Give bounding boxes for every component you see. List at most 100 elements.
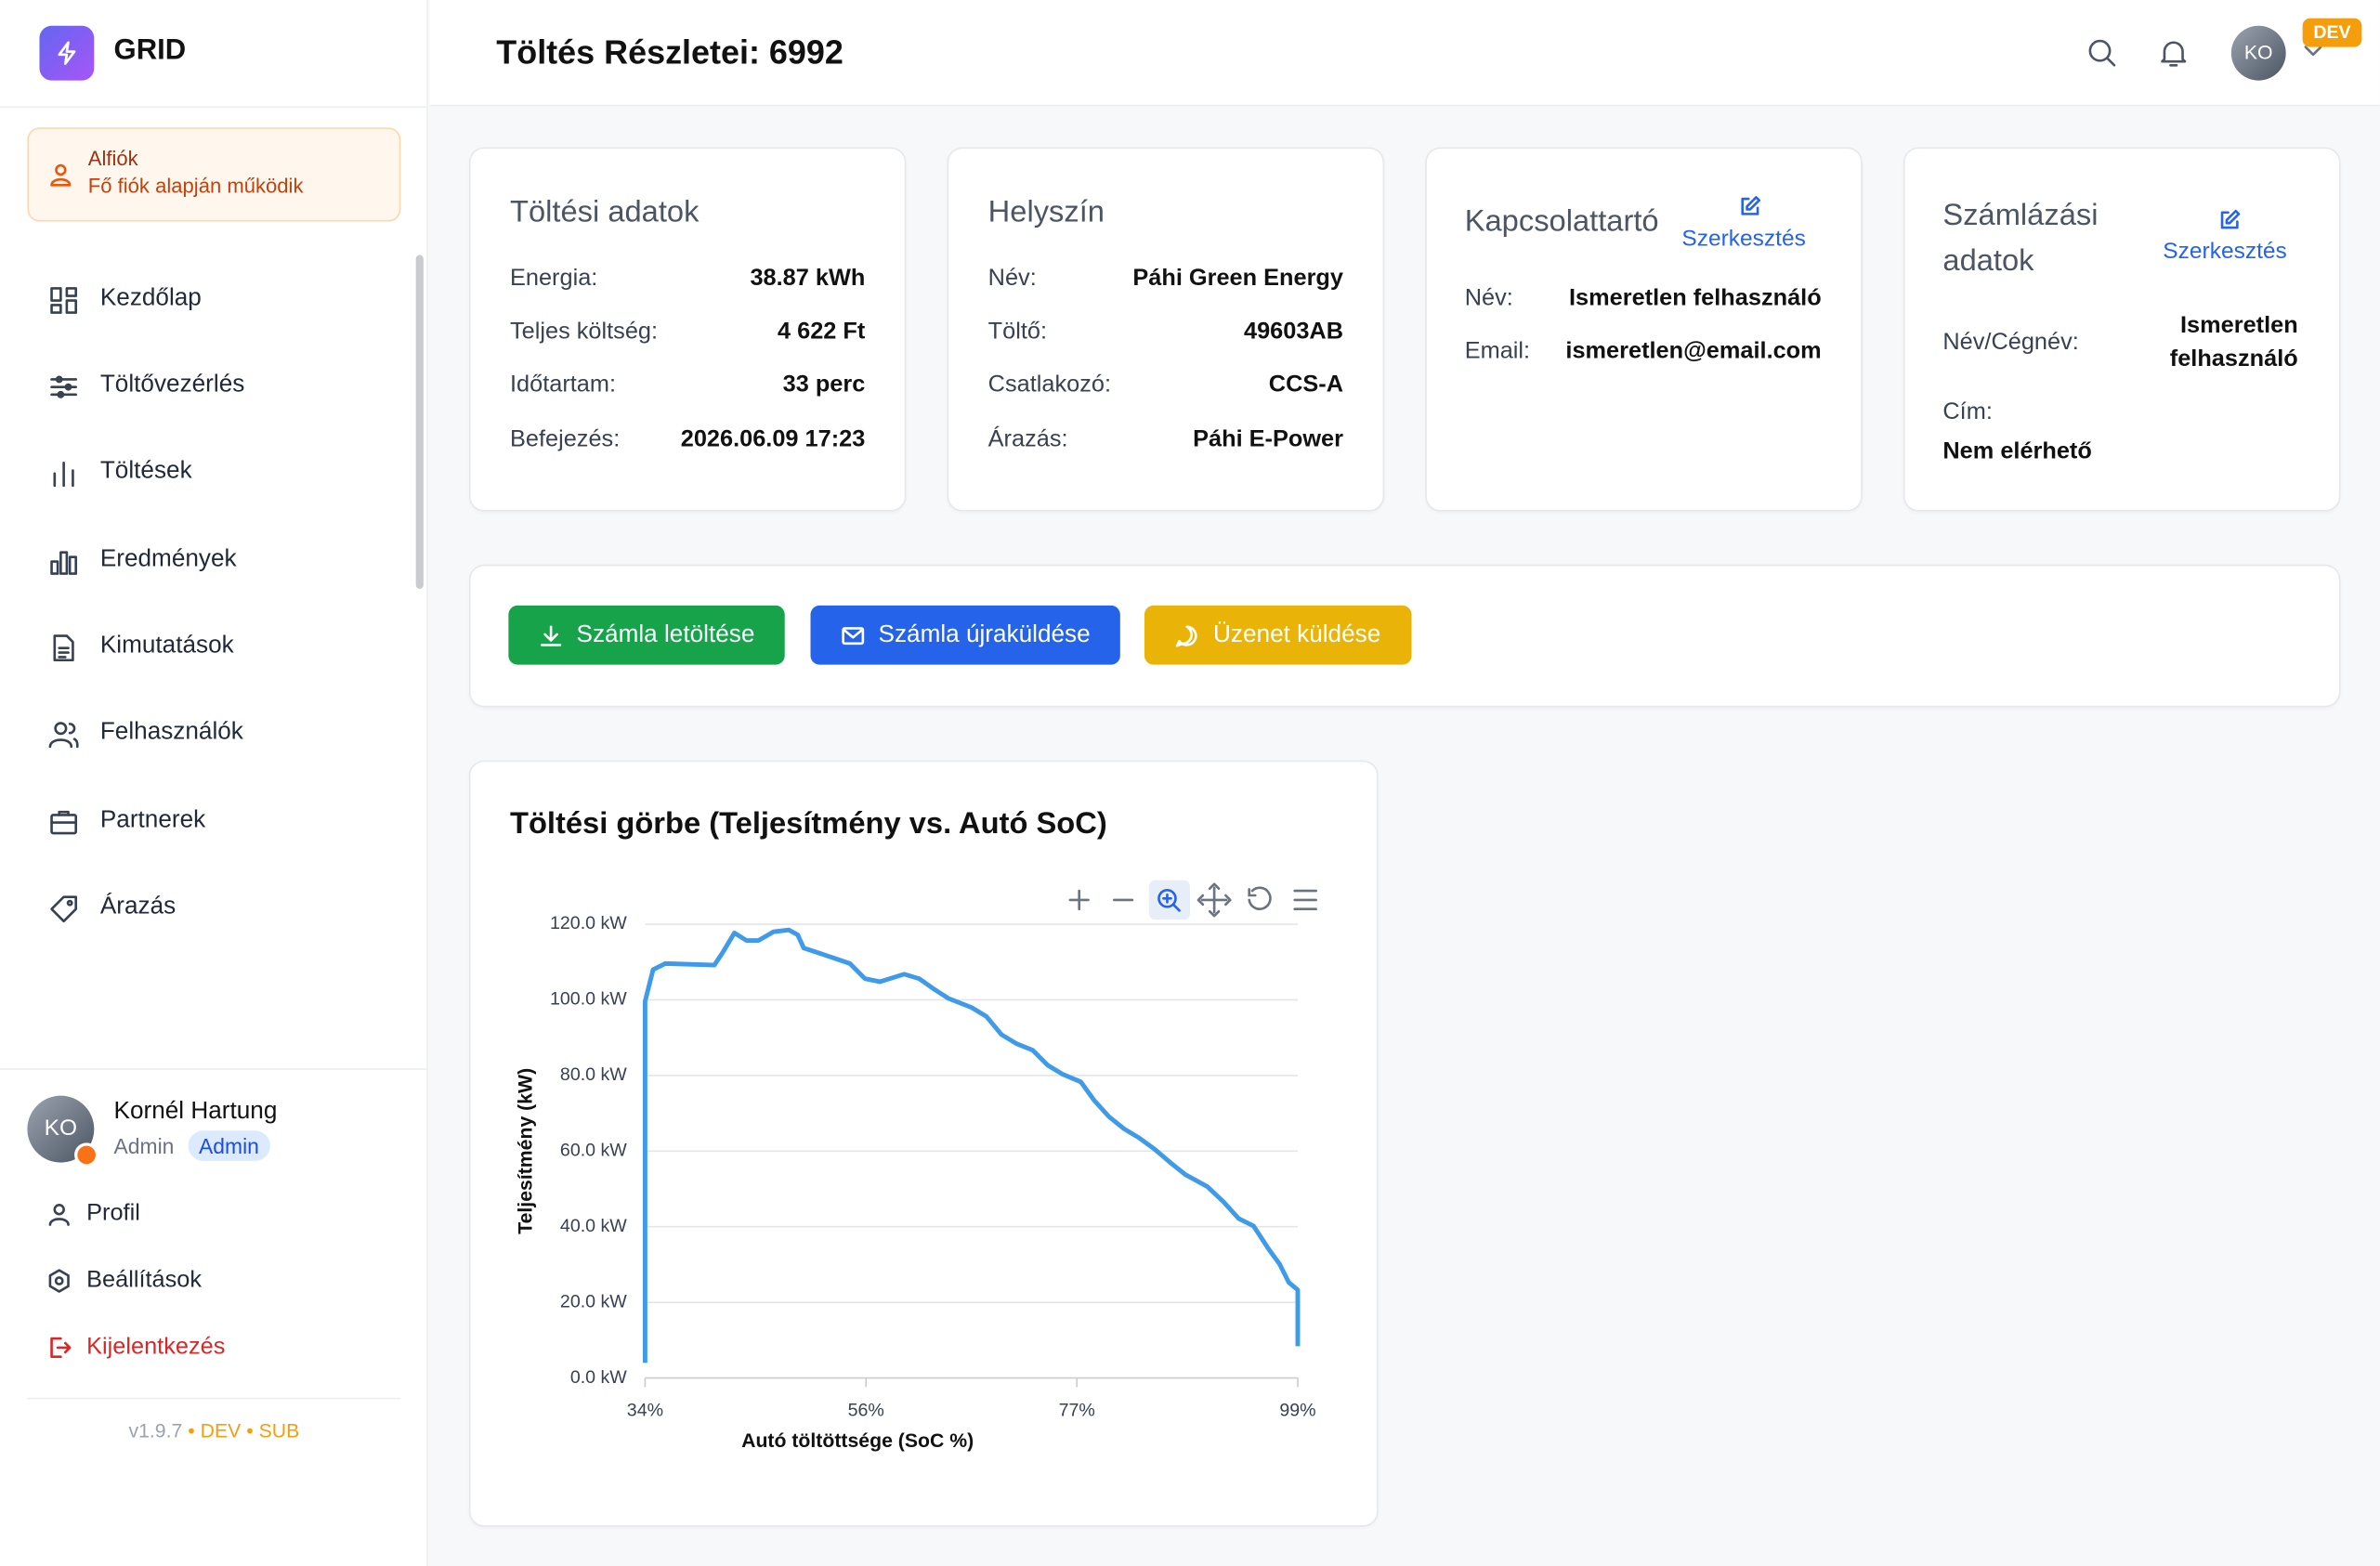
zoom-in-tool[interactable] (1068, 889, 1090, 911)
edit-icon[interactable] (1739, 196, 1760, 217)
nav-icon (50, 895, 78, 923)
role-badge: Admin (188, 1130, 270, 1161)
chart-title: Töltési görbe (Teljesítmény vs. Autó SoC… (509, 807, 1107, 842)
path-part (50, 1337, 72, 1359)
row-value: Páhi E-Power (1193, 426, 1344, 452)
nav-item[interactable]: Töltések (99, 458, 192, 485)
x-axis-title: Autó töltöttsége (SoC %) (741, 1429, 974, 1452)
series-line (642, 927, 1301, 1364)
chat-icon (1176, 624, 1198, 646)
nav-item[interactable]: Eredmények (99, 546, 237, 572)
path-part (2220, 211, 2239, 229)
message-button[interactable]: Üzenet küldése (1144, 605, 1412, 665)
y-tick-label: 80.0 kW (560, 1064, 627, 1085)
menu-item[interactable]: Kijelentkezés (86, 1334, 226, 1360)
scrollbar (415, 254, 424, 589)
reset-tool[interactable] (1248, 886, 1272, 910)
nav-item[interactable]: Partnerek (99, 807, 206, 834)
row-label: Név/Cégnév: (1942, 329, 2079, 356)
nav-item[interactable]: Kezdőlap (99, 285, 202, 311)
card (468, 147, 907, 512)
nav-icon (50, 551, 78, 575)
nav-item[interactable]: Árazás (99, 894, 177, 920)
separator: • (188, 1418, 195, 1442)
rect-part (50, 814, 78, 835)
bolt-icon (58, 41, 76, 65)
row-value: 2026.06.09 17:23 (680, 426, 866, 452)
row-label: Energia: (509, 265, 598, 292)
row-value: 49603AB (1243, 319, 1344, 345)
y-tick-label: 60.0 kW (560, 1140, 627, 1160)
brand[interactable]: GRID (113, 34, 187, 67)
divider (0, 106, 428, 109)
pan-tool[interactable] (1197, 882, 1232, 918)
path-part (53, 634, 74, 662)
row-label: Teljes költség: (509, 319, 659, 345)
rect-part (841, 626, 864, 645)
brand-logo (39, 25, 95, 81)
card-title: Töltési adatok (509, 195, 700, 229)
edit-link[interactable]: Szerkesztés (2163, 238, 2287, 265)
card (947, 147, 1385, 512)
row-value: Ismeretlen felhasználó (1569, 285, 1822, 311)
path-part (2304, 46, 2322, 57)
row-value: 33 perc (782, 372, 866, 398)
nav-item[interactable]: Kimutatások (99, 633, 234, 659)
row-value: 4 622 Ft (777, 319, 866, 345)
edit-icon[interactable] (2219, 209, 2241, 230)
card (1425, 147, 1863, 512)
path-part (1741, 197, 1759, 215)
user-icon (50, 163, 72, 187)
download-button[interactable]: Számla letöltése (508, 605, 785, 665)
row-value: Páhi Green Energy (1132, 265, 1344, 292)
rect-part (50, 287, 62, 302)
bell-icon[interactable] (2158, 38, 2189, 69)
chart-toolbar (1068, 880, 1317, 920)
menu-item[interactable]: Beállítások (86, 1267, 203, 1294)
path-part (50, 810, 78, 824)
path-part (53, 462, 74, 488)
env-sub: SUB (258, 1418, 300, 1442)
menu-item[interactable]: Profil (86, 1200, 140, 1227)
search-icon[interactable] (2087, 38, 2118, 69)
page-title: Töltés Részletei: 6992 (496, 33, 843, 72)
path-part (48, 1218, 70, 1226)
nav-item[interactable]: Felhasználók (99, 719, 243, 746)
path-part (2106, 57, 2116, 67)
row-value: ismeretlen@email.com (1565, 338, 1822, 365)
resend-button[interactable]: Számla újraküldése (810, 605, 1120, 665)
nav-item[interactable]: Töltővezérlés (99, 372, 245, 398)
selection-zoom-icon (1162, 893, 1181, 912)
row-value: CCS-A (1268, 372, 1344, 398)
y-tick-label: 20.0 kW (560, 1291, 627, 1312)
menu-tool[interactable] (1293, 889, 1317, 911)
circle-part (2088, 39, 2112, 62)
card (1903, 147, 2341, 512)
path-part (50, 177, 72, 187)
chart-card (468, 760, 1379, 1527)
divider (27, 1397, 401, 1400)
circle-part (53, 1204, 65, 1216)
selection-zoom-tool[interactable] (1148, 880, 1190, 920)
y-tick-label: 40.0 kW (560, 1216, 627, 1236)
path-part (1746, 196, 1760, 211)
button-label: Számla újraküldése (878, 621, 1091, 647)
row-label: Név: (1464, 285, 1513, 311)
header-avatar[interactable]: KO (2230, 25, 2286, 81)
path-part (68, 723, 79, 749)
x-tick-label: 34% (627, 1401, 663, 1421)
circle-part (54, 722, 68, 736)
row-value: Ismeretlen felhasználó (2169, 312, 2298, 372)
path-part (48, 1269, 70, 1293)
path-part (48, 738, 73, 749)
nav-icon (50, 375, 78, 398)
circle-part (54, 1276, 64, 1285)
circle-part (64, 383, 72, 391)
rect-part (68, 555, 78, 575)
edit-link[interactable]: Szerkesztés (1681, 226, 1806, 253)
x-tick-label: 77% (1059, 1401, 1095, 1421)
chevron[interactable] (2303, 44, 2324, 59)
subaccount-subtitle: Fő fiók alapján működik (87, 174, 304, 198)
nav-icon (50, 287, 78, 314)
